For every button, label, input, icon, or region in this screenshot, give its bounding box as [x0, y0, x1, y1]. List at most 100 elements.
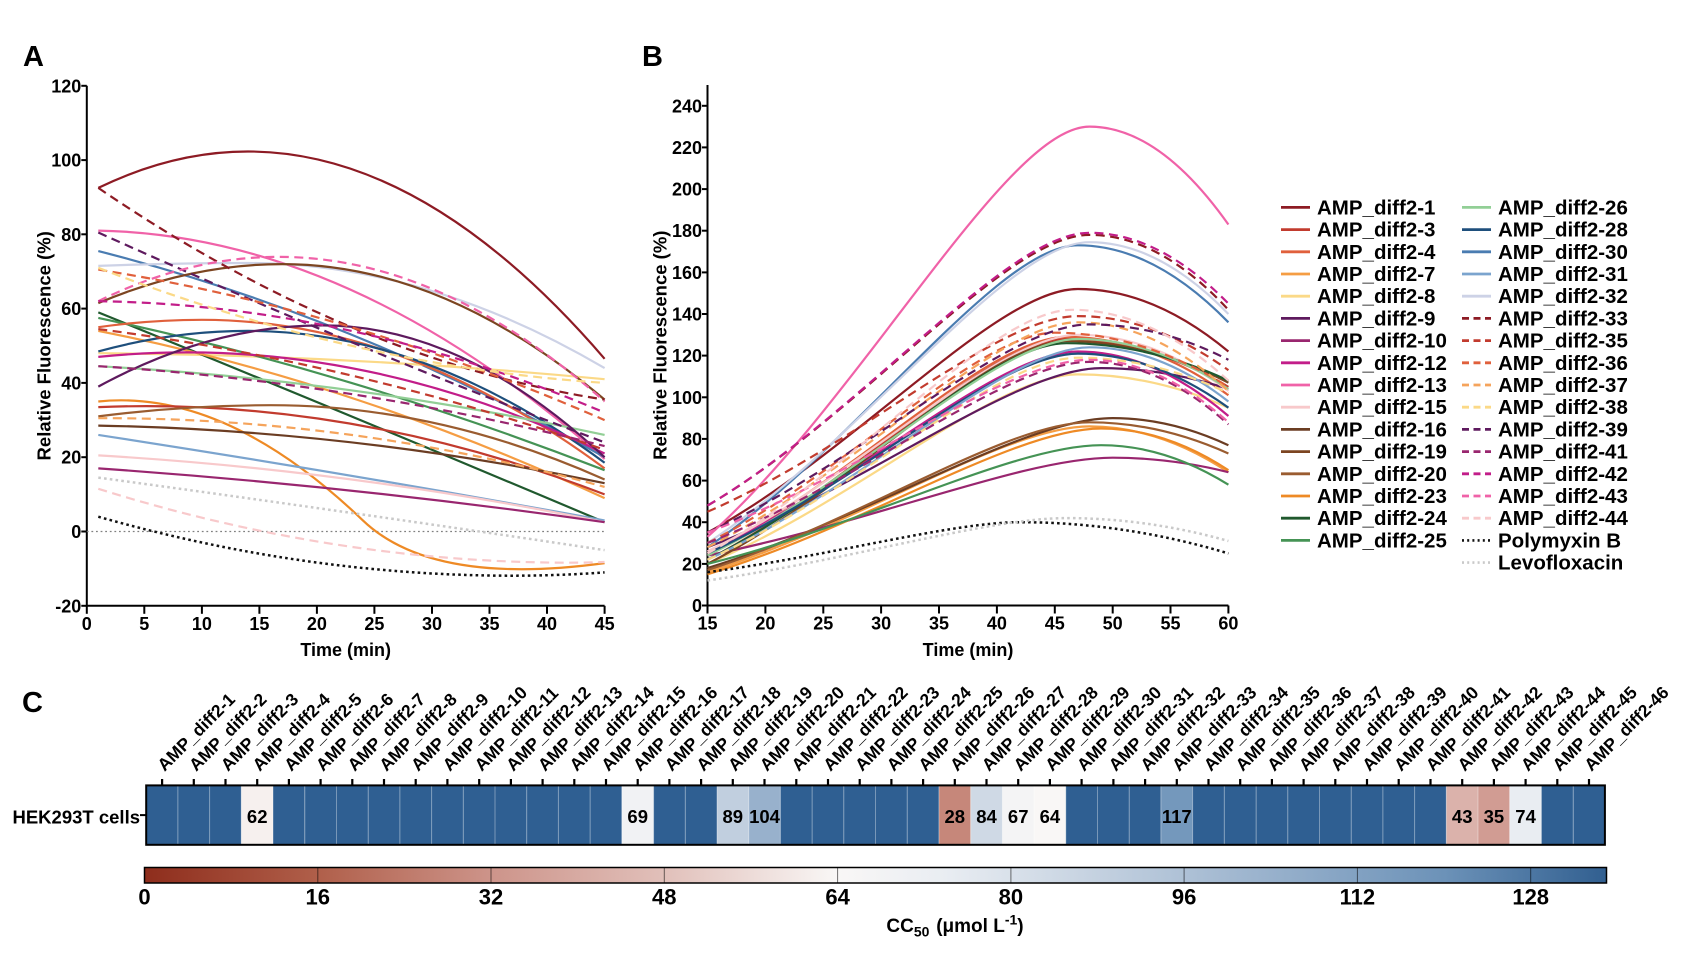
- svg-text:AMP_diff2-38: AMP_diff2-38: [1498, 396, 1628, 419]
- svg-text:25: 25: [364, 614, 384, 634]
- svg-text:69: 69: [627, 806, 648, 827]
- svg-text:30: 30: [422, 614, 442, 634]
- svg-text:C: C: [22, 687, 43, 719]
- svg-text:AMP_diff2-20: AMP_diff2-20: [1317, 463, 1447, 486]
- svg-text:20: 20: [307, 614, 327, 634]
- svg-text:AMP_diff2-9: AMP_diff2-9: [1317, 307, 1435, 330]
- svg-text:50: 50: [1103, 614, 1123, 634]
- svg-text:40: 40: [61, 373, 81, 393]
- svg-text:64: 64: [1040, 806, 1061, 827]
- svg-text:AMP_diff2-37: AMP_diff2-37: [1498, 374, 1628, 397]
- svg-text:AMP_diff2-26: AMP_diff2-26: [1498, 196, 1628, 219]
- svg-text:AMP_diff2-33: AMP_diff2-33: [1498, 307, 1628, 330]
- svg-text:45: 45: [1045, 614, 1065, 634]
- svg-text:40: 40: [537, 614, 557, 634]
- svg-text:AMP_diff2-15: AMP_diff2-15: [1317, 396, 1447, 419]
- svg-text:16: 16: [306, 885, 330, 910]
- svg-text:0: 0: [82, 614, 92, 634]
- svg-text:AMP_diff2-28: AMP_diff2-28: [1498, 219, 1628, 242]
- svg-text:AMP_diff2-31: AMP_diff2-31: [1498, 263, 1628, 286]
- svg-text:B: B: [642, 41, 663, 73]
- svg-text:Levofloxacin: Levofloxacin: [1498, 552, 1623, 575]
- svg-text:120: 120: [672, 346, 702, 366]
- svg-text:AMP_diff2-41: AMP_diff2-41: [1498, 441, 1628, 464]
- svg-text:64: 64: [825, 885, 850, 910]
- svg-text:40: 40: [682, 513, 702, 533]
- svg-text:32: 32: [479, 885, 503, 910]
- svg-text:AMP_diff2-16: AMP_diff2-16: [1317, 418, 1447, 441]
- svg-text:20: 20: [682, 554, 702, 574]
- svg-text:200: 200: [672, 180, 702, 200]
- svg-text:AMP_diff2-10: AMP_diff2-10: [1317, 330, 1447, 353]
- svg-text:-20: -20: [55, 596, 81, 616]
- svg-text:100: 100: [51, 151, 81, 171]
- svg-text:Relative Fluorescence (%): Relative Fluorescence (%): [34, 231, 55, 460]
- svg-text:Polymyxin B: Polymyxin B: [1498, 529, 1621, 552]
- svg-text:89: 89: [723, 806, 744, 827]
- svg-text:0: 0: [71, 522, 81, 542]
- svg-text:112: 112: [1340, 885, 1376, 910]
- svg-text:48: 48: [652, 885, 676, 910]
- svg-text:180: 180: [672, 221, 702, 241]
- svg-text:117: 117: [1162, 806, 1192, 827]
- svg-text:AMP_diff2-42: AMP_diff2-42: [1498, 463, 1628, 486]
- svg-text:0: 0: [138, 885, 150, 910]
- svg-text:AMP_diff2-19: AMP_diff2-19: [1317, 441, 1447, 464]
- svg-text:AMP_diff2-1: AMP_diff2-1: [1317, 196, 1435, 219]
- svg-text:240: 240: [672, 96, 702, 116]
- svg-text:Time (min): Time (min): [923, 640, 1014, 660]
- svg-text:AMP_diff2-23: AMP_diff2-23: [1317, 485, 1447, 508]
- svg-text:120: 120: [51, 76, 81, 96]
- svg-text:80: 80: [682, 429, 702, 449]
- svg-text:AMP_diff2-8: AMP_diff2-8: [1317, 285, 1435, 308]
- svg-text:10: 10: [192, 614, 212, 634]
- svg-text:AMP_diff2-13: AMP_diff2-13: [1317, 374, 1447, 397]
- svg-text:AMP_diff2-7: AMP_diff2-7: [1317, 263, 1435, 286]
- svg-text:40: 40: [987, 614, 1007, 634]
- svg-text:Relative Fluorescence (%): Relative Fluorescence (%): [650, 231, 671, 460]
- svg-text:20: 20: [755, 614, 775, 634]
- svg-text:96: 96: [1172, 885, 1196, 910]
- svg-text:35: 35: [479, 614, 499, 634]
- svg-text:104: 104: [749, 806, 781, 827]
- svg-text:220: 220: [672, 138, 702, 158]
- svg-text:60: 60: [1218, 614, 1238, 634]
- svg-text:HEK293T cells: HEK293T cells: [12, 807, 140, 828]
- svg-text:AMP_diff2-39: AMP_diff2-39: [1498, 418, 1628, 441]
- svg-text:35: 35: [929, 614, 949, 634]
- svg-text:35: 35: [1484, 806, 1505, 827]
- svg-text:45: 45: [595, 614, 615, 634]
- svg-text:62: 62: [247, 806, 268, 827]
- svg-text:15: 15: [249, 614, 269, 634]
- svg-text:160: 160: [672, 263, 702, 283]
- svg-text:28: 28: [945, 806, 966, 827]
- svg-text:55: 55: [1160, 614, 1180, 634]
- svg-text:AMP_diff2-35: AMP_diff2-35: [1498, 330, 1628, 353]
- svg-text:30: 30: [871, 614, 891, 634]
- svg-text:84: 84: [976, 806, 997, 827]
- svg-text:60: 60: [61, 299, 81, 319]
- svg-text:AMP_diff2-24: AMP_diff2-24: [1317, 507, 1447, 530]
- svg-text:80: 80: [61, 225, 81, 245]
- svg-text:74: 74: [1515, 806, 1536, 827]
- svg-text:25: 25: [813, 614, 833, 634]
- svg-text:AMP_diff2-12: AMP_diff2-12: [1317, 352, 1447, 375]
- svg-text:15: 15: [697, 614, 717, 634]
- svg-text:67: 67: [1008, 806, 1029, 827]
- svg-text:140: 140: [672, 305, 702, 325]
- svg-text:5: 5: [139, 614, 149, 634]
- svg-text:128: 128: [1512, 885, 1549, 910]
- svg-text:60: 60: [682, 471, 702, 491]
- svg-text:Time (min): Time (min): [300, 640, 391, 660]
- svg-text:CC50 (μmol L-1): CC50 (μmol L-1): [886, 912, 1023, 940]
- svg-text:AMP_diff2-25: AMP_diff2-25: [1317, 529, 1447, 552]
- svg-text:20: 20: [61, 448, 81, 468]
- svg-text:80: 80: [999, 885, 1023, 910]
- svg-text:AMP_diff2-44: AMP_diff2-44: [1498, 507, 1628, 530]
- svg-text:AMP_diff2-32: AMP_diff2-32: [1498, 285, 1628, 308]
- svg-text:43: 43: [1452, 806, 1473, 827]
- svg-text:AMP_diff2-43: AMP_diff2-43: [1498, 485, 1628, 508]
- svg-text:AMP_diff2-4: AMP_diff2-4: [1317, 241, 1436, 264]
- svg-text:A: A: [23, 41, 44, 73]
- svg-text:100: 100: [672, 388, 702, 408]
